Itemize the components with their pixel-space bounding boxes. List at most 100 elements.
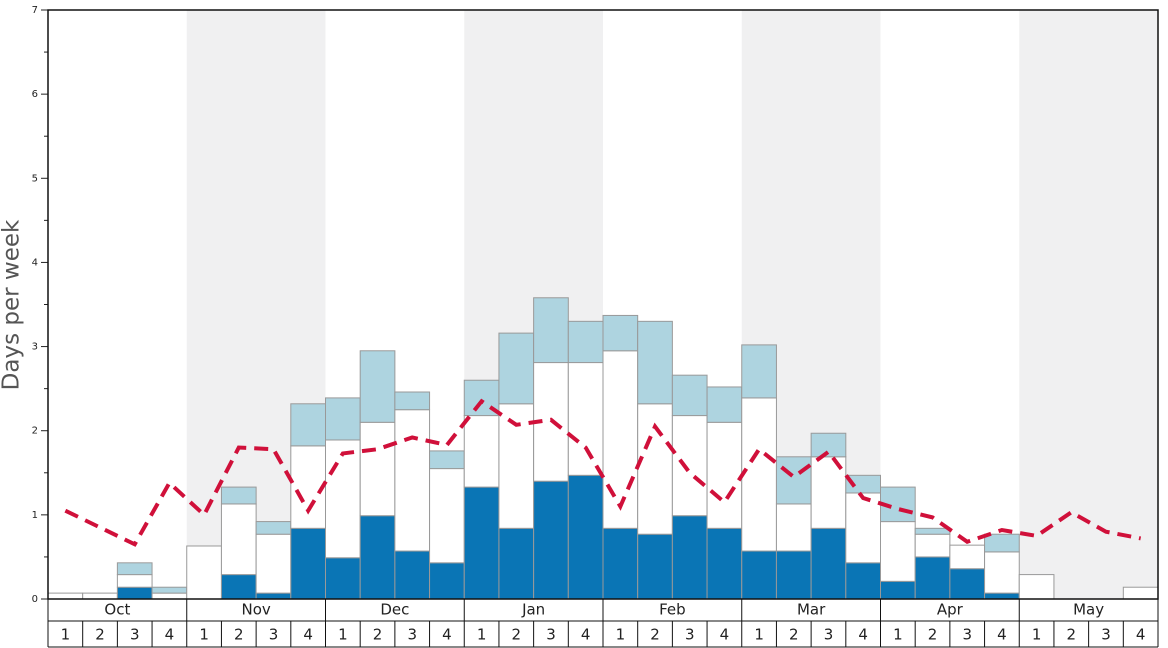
- bar-segment: [810, 432, 847, 458]
- y-tick-label: 7: [32, 5, 38, 16]
- bar-segment: [498, 332, 535, 405]
- bar-segment: [1018, 574, 1055, 600]
- y-tick-label: 2: [32, 426, 38, 437]
- bar-segment: [151, 592, 188, 600]
- bar-segment: [949, 568, 986, 600]
- bar-segment: [949, 544, 986, 570]
- bar-segment: [845, 492, 881, 564]
- y-tick-label: 4: [32, 257, 38, 268]
- bar-segment: [567, 474, 604, 600]
- x-tick-label: 2: [650, 626, 660, 644]
- bar-segment: [429, 450, 465, 470]
- month-label: Jan: [521, 601, 545, 619]
- bar-segment: [82, 592, 118, 600]
- month-label: May: [1073, 601, 1104, 619]
- bar-segment: [394, 409, 431, 552]
- bar-segment: [671, 515, 708, 600]
- x-tick-label: 2: [95, 626, 105, 644]
- bar-segment: [741, 550, 777, 600]
- bar-segment: [290, 445, 326, 529]
- x-tick-label: 2: [373, 626, 383, 644]
- bar-segment: [325, 397, 361, 441]
- bar-segment: [567, 320, 604, 364]
- x-tick-label: 3: [546, 626, 556, 644]
- bar-segment: [255, 521, 292, 535]
- bar-segment: [1122, 586, 1159, 600]
- month-label: Dec: [380, 601, 409, 619]
- bar-segment: [116, 562, 153, 576]
- y-tick-label: 5: [32, 173, 38, 184]
- bar-segment: [741, 344, 777, 399]
- x-tick-label: 3: [1101, 626, 1111, 644]
- bar-segment: [741, 397, 777, 552]
- month-label: Nov: [241, 601, 270, 619]
- x-tick-label: 2: [512, 626, 522, 644]
- x-tick-label: 4: [581, 626, 591, 644]
- bar-segment: [602, 527, 639, 600]
- bar-segment: [429, 468, 465, 564]
- bar-segment: [775, 503, 812, 552]
- bar-segment: [220, 486, 257, 505]
- bar-segment: [533, 480, 569, 600]
- bar-segment: [602, 314, 639, 352]
- bar-segment: [706, 386, 743, 423]
- bar-segment: [775, 456, 812, 505]
- y-tick-label: 3: [32, 342, 38, 353]
- x-tick-label: 3: [685, 626, 695, 644]
- y-tick-label: 0: [32, 594, 38, 605]
- bar-segment: [914, 527, 951, 535]
- bar-segment: [255, 592, 292, 600]
- y-axis-title: Days per week: [0, 219, 25, 390]
- bar-segment: [671, 415, 708, 517]
- bar-segment: [429, 562, 465, 600]
- bar-segment: [116, 586, 153, 600]
- x-tick-label: 3: [130, 626, 140, 644]
- bar-segment: [394, 391, 431, 411]
- x-tick-label: 4: [1136, 626, 1146, 644]
- bar-segment: [47, 592, 84, 600]
- x-tick-label: 1: [199, 626, 209, 644]
- x-tick-label: 1: [477, 626, 487, 644]
- bar-segment: [984, 533, 1020, 553]
- bar-segment: [845, 562, 881, 600]
- x-tick-label: 2: [234, 626, 244, 644]
- x-tick-label: 3: [962, 626, 972, 644]
- bar-segment: [463, 486, 500, 600]
- bar-segment: [706, 527, 743, 600]
- x-tick-label: 4: [165, 626, 175, 644]
- bar-segment: [290, 527, 326, 600]
- bar-segment: [706, 421, 743, 529]
- month-label: Mar: [797, 601, 826, 619]
- x-tick-label: 4: [303, 626, 313, 644]
- bar-segment: [359, 421, 396, 517]
- month-label: Oct: [104, 601, 130, 619]
- bar-segment: [984, 551, 1020, 594]
- x-tick-label: 1: [1032, 626, 1042, 644]
- x-tick-label: 4: [858, 626, 868, 644]
- bar-segment: [914, 556, 951, 600]
- bar-segment: [914, 533, 951, 558]
- bar-segment: [325, 557, 361, 600]
- x-tick-label: 3: [407, 626, 417, 644]
- bar-segment: [151, 586, 188, 594]
- bar-segment: [984, 592, 1020, 600]
- bar-segment: [255, 533, 292, 594]
- x-tick-label: 4: [720, 626, 730, 644]
- x-tick-label: 4: [442, 626, 452, 644]
- bar-segment: [533, 297, 569, 364]
- bar-segment: [186, 545, 222, 600]
- bar-segment: [220, 503, 257, 576]
- x-tick-label: 3: [824, 626, 834, 644]
- bar-segment: [775, 550, 812, 600]
- x-tick-label: 3: [269, 626, 279, 644]
- trend-line: [64, 398, 1142, 547]
- x-tick-label: 1: [61, 626, 71, 644]
- x-tick-label: 1: [893, 626, 903, 644]
- x-tick-label: 1: [338, 626, 348, 644]
- x-tick-label: 1: [754, 626, 764, 644]
- x-tick-label: 4: [997, 626, 1007, 644]
- bar-segment: [567, 362, 604, 476]
- bar-segment: [880, 580, 916, 600]
